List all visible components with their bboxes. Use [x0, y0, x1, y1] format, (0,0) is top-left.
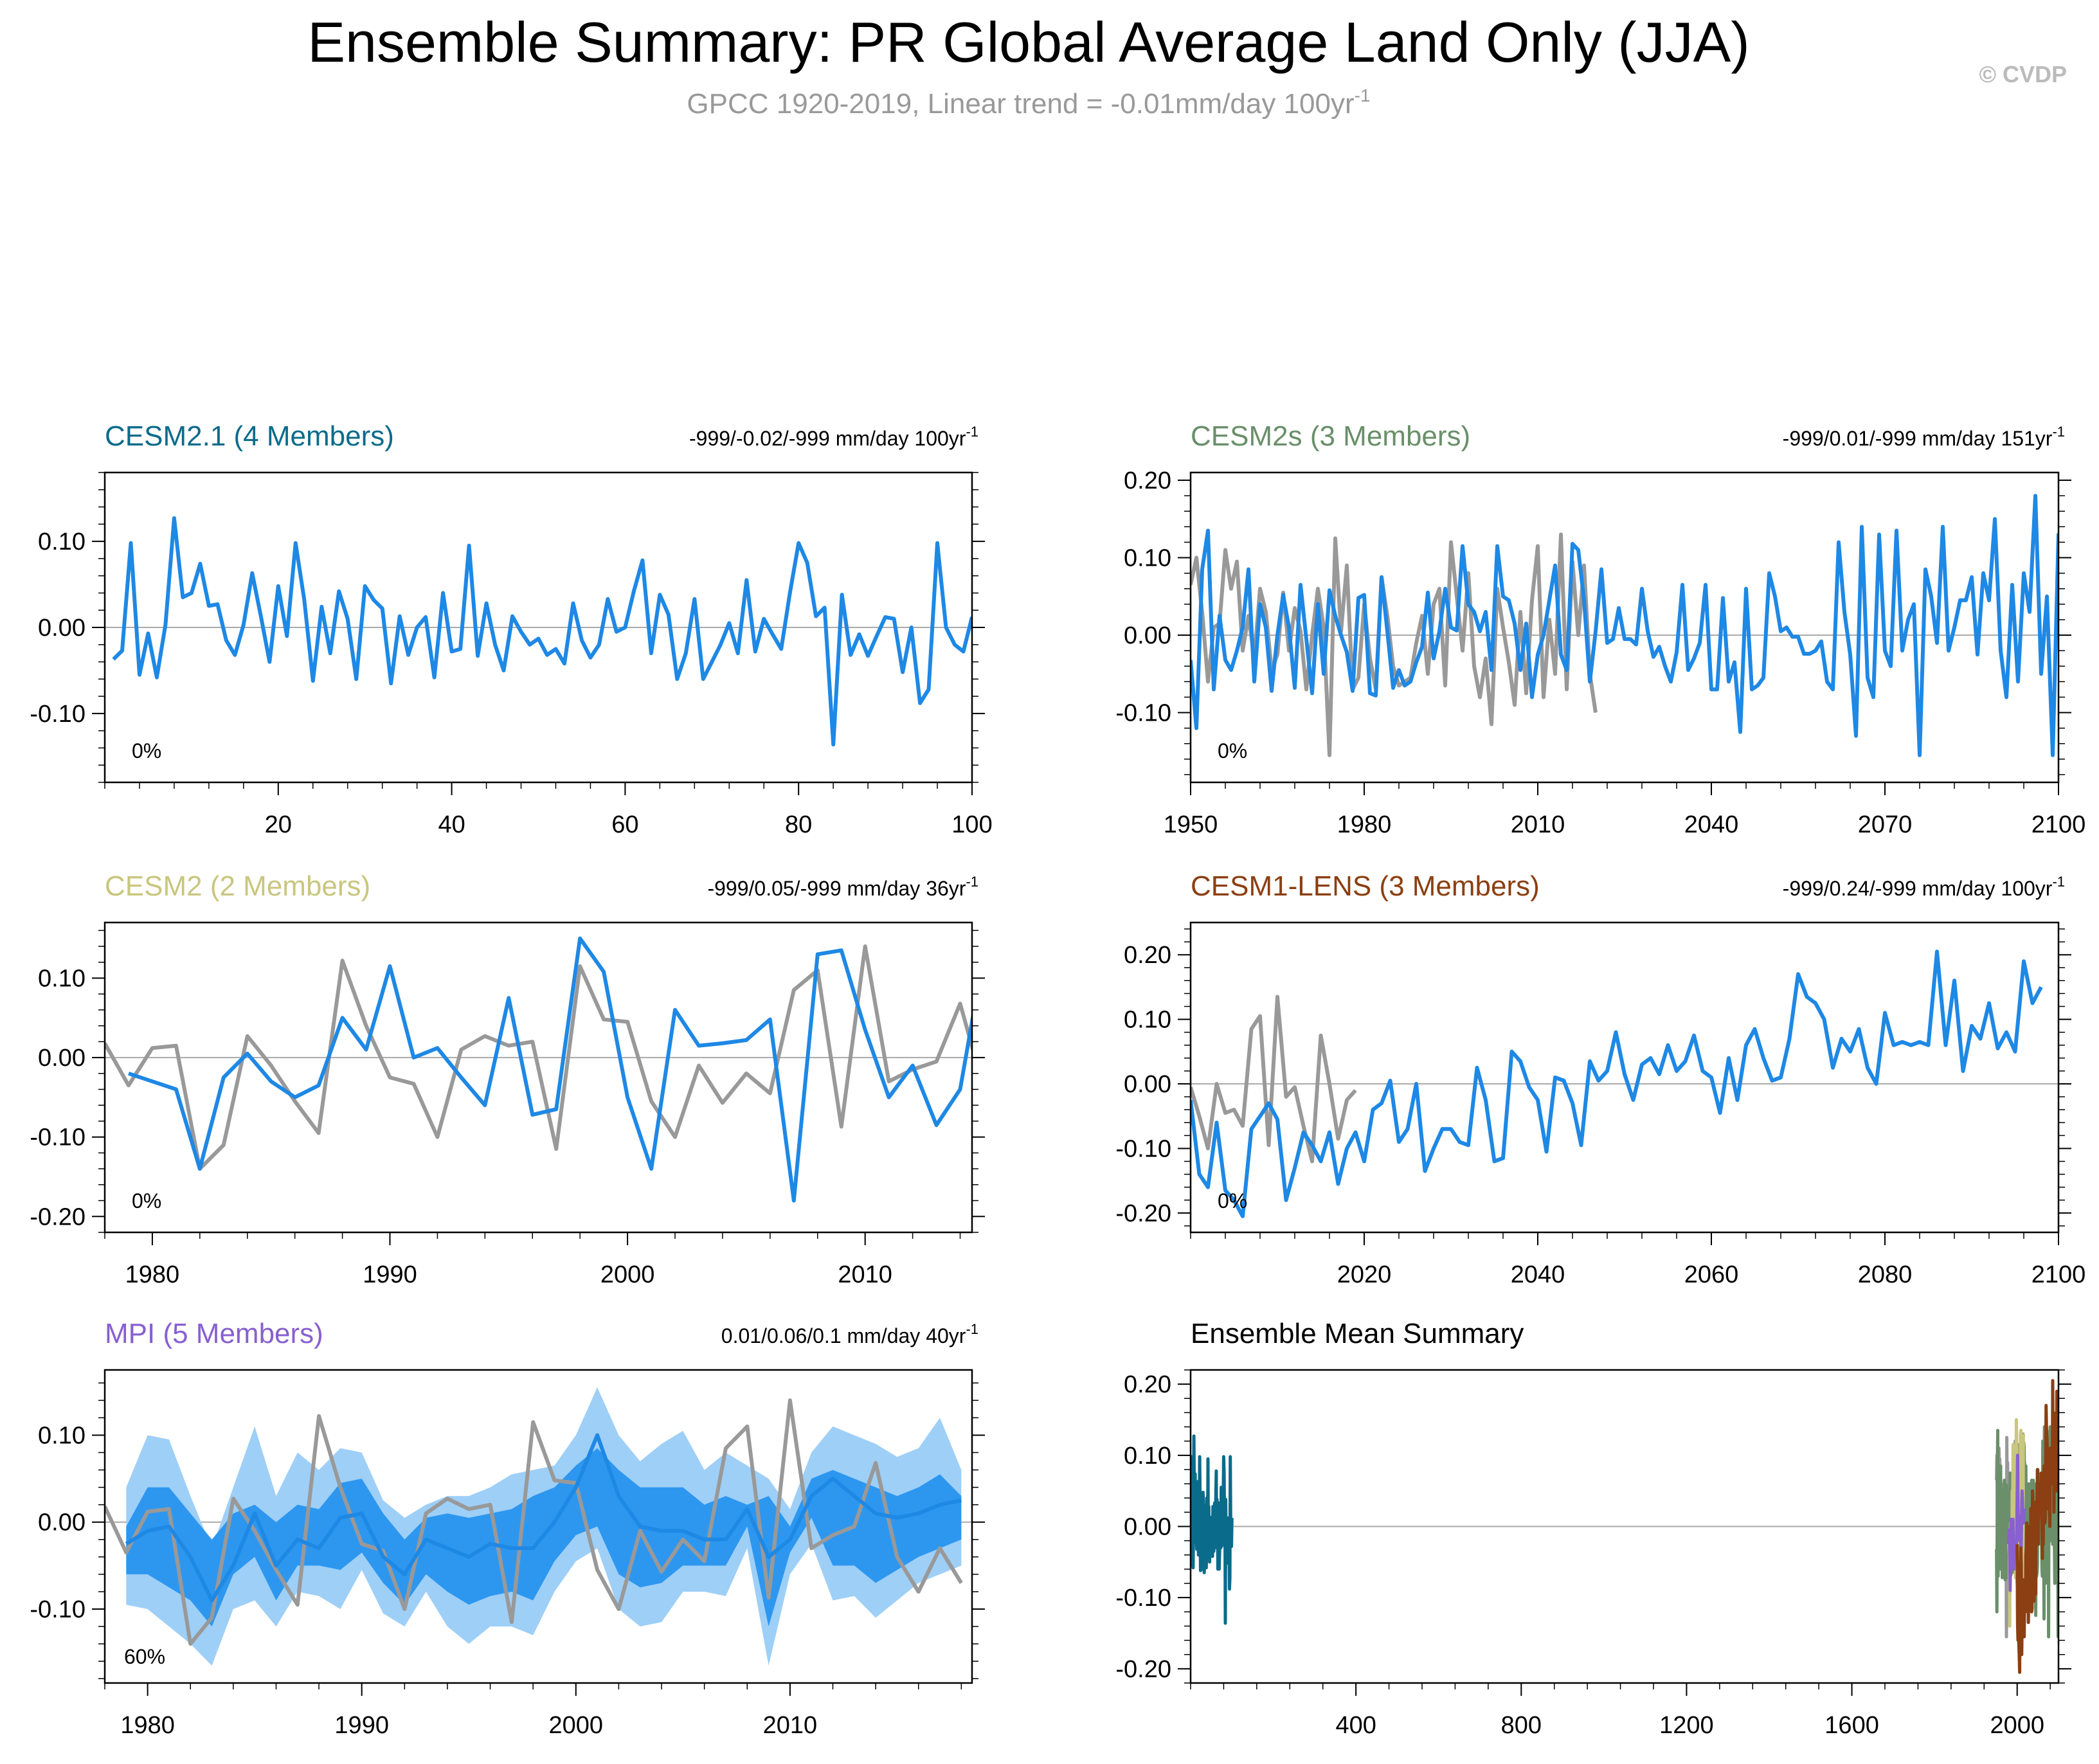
y-tick-label: -0.10	[30, 1596, 86, 1623]
x-tick-label: 80	[785, 811, 812, 838]
panel-percent: 0%	[1218, 739, 1247, 762]
series-cesm2-ensemble-mean	[128, 936, 972, 1203]
plot-frame	[104, 921, 973, 1234]
panel-1: -0.10 0.00 0.10 20 40 60 80 100 CESM2.1 (4 Membe…	[30, 420, 992, 838]
panel-title: CESM2.1 (4 Members)	[105, 420, 394, 452]
y-tick-label: 0.00	[38, 615, 86, 642]
panel-4: -0.20 -0.10 0.00 0.10 0.20 2020 2040 2060 2080 21…	[1115, 870, 2085, 1288]
y-tick-label: 0.10	[1124, 1007, 1171, 1034]
series-mpi-ensemble-mean	[125, 1433, 962, 1603]
y-tick-label: 0.00	[1124, 622, 1171, 649]
series-mpi-ensemble-mean	[2006, 1454, 2026, 1592]
x-tick-label: 2000	[549, 1712, 604, 1739]
x-tick-label: 2080	[1858, 1261, 1913, 1288]
figure-title: Ensemble Summary: PR Global Average Land…	[307, 10, 1749, 74]
series-gpcc-observations	[105, 1398, 963, 1646]
x-tick-label: 2020	[1337, 1261, 1392, 1288]
y-tick-label: 0.10	[38, 1422, 86, 1449]
panel-5: -0.10 0.00 0.10 1980 1990 2000 2010 MPI (5 Memb…	[30, 1318, 985, 1739]
plot-frame	[1189, 471, 2060, 784]
panel-trend: 0.01/0.06/0.1 mm/day 40yr-1	[721, 1321, 978, 1347]
x-tick-label: 800	[1501, 1712, 1542, 1739]
panel-title: MPI (5 Members)	[105, 1318, 323, 1349]
y-tick-label: -0.20	[1115, 1656, 1171, 1683]
panel-title: CESM2 (2 Members)	[105, 870, 370, 902]
y-tick-label: 0.20	[1124, 1371, 1171, 1398]
x-tick-label: 1600	[1824, 1712, 1879, 1739]
plot-frame	[104, 1369, 973, 1684]
series-cesm2-1-ensemble-mean	[1191, 1434, 1234, 1625]
y-tick-label: -0.10	[30, 1124, 86, 1151]
x-tick-label: 1200	[1659, 1712, 1714, 1739]
panel-6: -0.20 -0.10 0.00 0.10 0.20 400 800 1200 1600 2000…	[1115, 1318, 2071, 1739]
y-tick-label: -0.20	[1115, 1200, 1171, 1227]
y-tick-label: 0.00	[38, 1045, 86, 1072]
x-tick-label: 1980	[1337, 811, 1392, 838]
plot-frame	[1189, 921, 2060, 1234]
y-tick-label: -0.10	[1115, 700, 1171, 727]
figure-subtitle: GPCC 1920-2019, Linear trend = -0.01mm/d…	[687, 86, 1370, 120]
y-tick-label: 0.00	[1124, 1071, 1171, 1098]
x-tick-label: 2010	[838, 1261, 892, 1288]
series-cesm2-1-ensemble-mean	[112, 516, 972, 747]
y-tick-label: 0.10	[38, 528, 86, 555]
x-tick-label: 400	[1335, 1712, 1376, 1739]
panel-trend: -999/0.24/-999 mm/day 100yr-1	[1783, 874, 2065, 900]
panel-percent: 0%	[132, 1189, 161, 1212]
panel-trend: -999/0.05/-999 mm/day 36yr-1	[707, 874, 978, 900]
series-cesm2s-ensemble-mean	[1191, 494, 2058, 757]
x-tick-label: 1990	[334, 1712, 389, 1739]
x-tick-label: 40	[438, 811, 465, 838]
y-tick-label: -0.10	[30, 701, 86, 728]
x-tick-label: 2040	[1684, 811, 1739, 838]
x-tick-label: 2100	[2031, 811, 2086, 838]
x-tick-label: 2060	[1684, 1261, 1739, 1288]
y-tick-label: -0.10	[1115, 1135, 1171, 1162]
panel-percent: 0%	[132, 739, 161, 762]
x-tick-label: 2070	[1858, 811, 1913, 838]
y-tick-label: 0.10	[1124, 545, 1171, 572]
x-tick-label: 100	[951, 811, 992, 838]
y-tick-label: 0.20	[1124, 942, 1171, 969]
copyright-label: © CVDP	[1979, 61, 2067, 87]
y-tick-label: -0.10	[1115, 1585, 1171, 1612]
x-tick-label: 2040	[1511, 1261, 1565, 1288]
series-gpcc-observations	[1191, 995, 1357, 1164]
panel-trend: -999/-0.02/-999 mm/day 100yr-1	[689, 424, 978, 450]
panel-title: CESM1-LENS (3 Members)	[1191, 870, 1540, 902]
panel-2: -0.10 0.00 0.10 0.20 1950 1980 2010 2040 2070 210…	[1115, 420, 2085, 838]
x-tick-label: 1950	[1164, 811, 1218, 838]
y-tick-label: -0.20	[30, 1203, 86, 1230]
x-tick-label: 2000	[600, 1261, 655, 1288]
series-cesm1-lens-ensemble-mean	[2015, 1379, 2058, 1674]
y-tick-label: 0.20	[1124, 467, 1171, 494]
panel-trend: -999/0.01/-999 mm/day 151yr-1	[1783, 424, 2065, 450]
panel-title: Ensemble Mean Summary	[1191, 1318, 1524, 1349]
x-tick-label: 60	[611, 811, 638, 838]
y-tick-label: 0.10	[1124, 1443, 1171, 1470]
panel-title: CESM2s (3 Members)	[1191, 420, 1470, 452]
x-tick-label: 2010	[763, 1712, 818, 1739]
panel-3: -0.20 -0.10 0.00 0.10 1980 1990 2000 2010 CESM2 …	[30, 870, 985, 1288]
x-tick-label: 2010	[1511, 811, 1565, 838]
x-tick-label: 1980	[120, 1712, 175, 1739]
x-tick-label: 2100	[2031, 1261, 2086, 1288]
x-tick-label: 20	[265, 811, 292, 838]
y-tick-label: 0.00	[38, 1509, 86, 1536]
y-tick-label: 0.10	[38, 966, 86, 993]
series-cesm1-lens-ensemble-mean	[1191, 950, 2043, 1218]
x-tick-label: 2000	[1990, 1712, 2044, 1739]
x-tick-label: 1980	[125, 1261, 180, 1288]
panel-percent: 60%	[124, 1645, 165, 1668]
x-tick-label: 1990	[363, 1261, 417, 1288]
panel-percent: 0%	[1218, 1189, 1247, 1212]
y-tick-label: 0.00	[1124, 1514, 1171, 1541]
